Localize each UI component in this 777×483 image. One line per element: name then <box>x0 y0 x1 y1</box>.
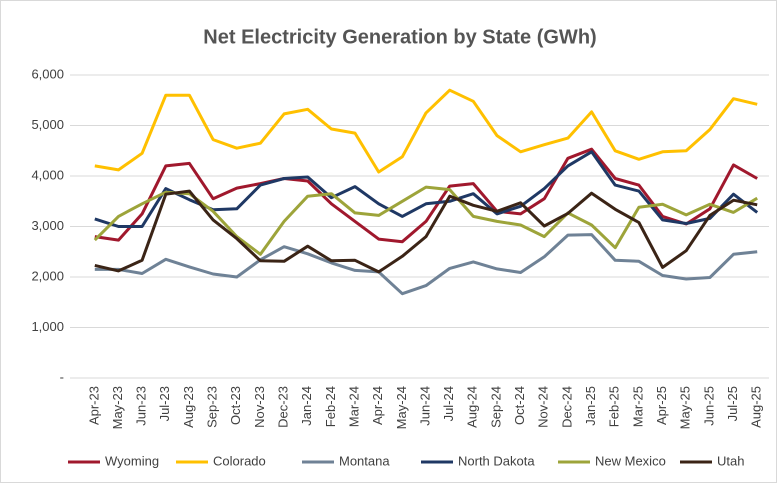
x-tick-label: Jan-25 <box>583 386 598 426</box>
x-tick-label: Mar-24 <box>346 386 361 427</box>
legend-label: New Mexico <box>595 453 666 468</box>
x-tick-label: Jun-23 <box>134 386 149 426</box>
y-tick-label: 6,000 <box>31 66 64 81</box>
y-tick-label: 5,000 <box>31 117 64 132</box>
legend-label: Colorado <box>213 453 266 468</box>
x-tick-label: Sep-24 <box>488 386 503 428</box>
x-tick-label: Aug-23 <box>181 386 196 428</box>
series-line <box>94 147 758 244</box>
x-tick-label: Sep-23 <box>205 386 220 428</box>
x-tick-label: Nov-24 <box>536 386 551 428</box>
legend-label: Utah <box>717 453 744 468</box>
x-tick-label: Feb-25 <box>607 386 622 427</box>
x-tick-label: Aug-24 <box>465 386 480 428</box>
x-tick-label: Apr-24 <box>370 386 385 425</box>
legend-label: Montana <box>339 453 390 468</box>
x-tick-label: Jul-24 <box>441 386 456 421</box>
legend-label: North Dakota <box>458 453 535 468</box>
x-tick-label: May-24 <box>394 386 409 429</box>
y-tick-label: 3,000 <box>31 218 64 233</box>
legend-label: Wyoming <box>105 453 159 468</box>
y-tick-label: - <box>60 369 64 384</box>
series-line <box>93 185 758 256</box>
series-line <box>94 88 758 174</box>
x-tick-label: Oct-24 <box>512 386 527 425</box>
x-tick-label: Mar-25 <box>630 386 645 427</box>
x-tick-label: Dec-24 <box>559 386 574 428</box>
x-tick-label: Jul-25 <box>725 386 740 421</box>
x-tick-label: Dec-23 <box>276 386 291 428</box>
y-tick-label: 2,000 <box>31 268 64 283</box>
x-tick-label: Jun-25 <box>701 386 716 426</box>
x-tick-label: Aug-25 <box>749 386 764 428</box>
series-line <box>94 189 758 274</box>
x-tick-label: Apr-25 <box>654 386 669 425</box>
x-tick-label: Oct-23 <box>228 386 243 425</box>
y-tick-label: 1,000 <box>31 319 64 334</box>
y-tick-label: 4,000 <box>31 167 64 182</box>
series-line <box>94 233 758 296</box>
x-tick-label: May-23 <box>110 386 125 429</box>
x-tick-label: Apr-23 <box>86 386 101 425</box>
x-tick-label: Nov-23 <box>252 386 267 428</box>
x-tick-label: Jul-23 <box>157 386 172 421</box>
x-tick-label: May-25 <box>678 386 693 429</box>
chart-title: Net Electricity Generation by State (GWh… <box>203 26 596 48</box>
x-tick-label: Jan-24 <box>299 386 314 426</box>
x-tick-label: Feb-24 <box>323 386 338 427</box>
x-tick-label: Jun-24 <box>417 386 432 426</box>
